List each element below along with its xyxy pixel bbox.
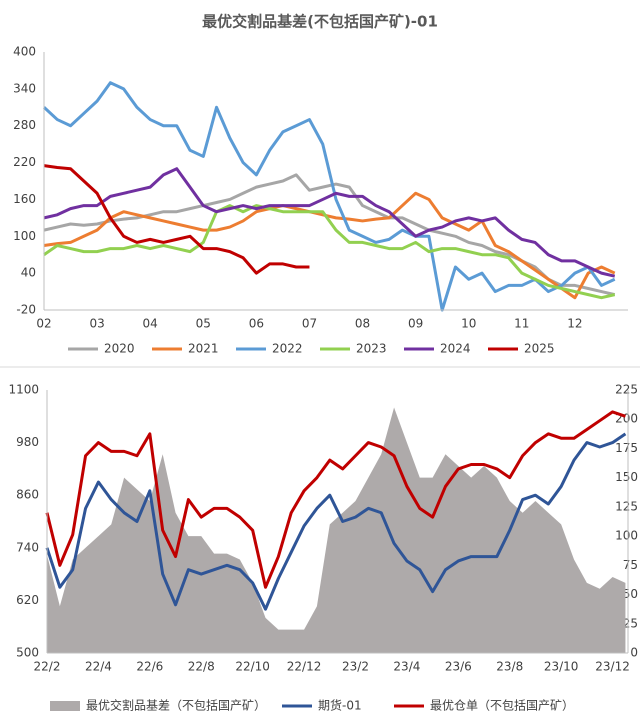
legend-label: 期货-01 bbox=[318, 698, 362, 713]
x-tick-label: 22/10 bbox=[235, 660, 270, 674]
x-tick-label: 22/4 bbox=[85, 660, 112, 674]
y2-tick-label: 50 bbox=[623, 587, 638, 601]
legend-label: 2025 bbox=[524, 342, 555, 356]
x-tick-label: 07 bbox=[302, 317, 317, 331]
legend-label: 2020 bbox=[104, 342, 135, 356]
y2-tick-label: 100 bbox=[615, 529, 638, 543]
line bbox=[43, 167, 616, 278]
y2-tick-label: 150 bbox=[615, 470, 638, 484]
x-tick-label: 02 bbox=[36, 317, 51, 331]
x-tick-label: 22/8 bbox=[188, 660, 215, 674]
x-tick-label: 23/12 bbox=[595, 660, 630, 674]
y2-tick-label: 0 bbox=[630, 646, 638, 660]
y-tick-label: 280 bbox=[13, 118, 36, 132]
legend-label: 最优交割品基差（不包括国产矿） bbox=[86, 698, 266, 713]
x-tick-label: 05 bbox=[196, 317, 211, 331]
y-tick-label: 620 bbox=[16, 593, 39, 607]
x-tick-label: 10 bbox=[461, 317, 476, 331]
x-tick-label: 08 bbox=[355, 317, 370, 331]
line bbox=[43, 204, 616, 300]
y2-tick-label: 75 bbox=[623, 558, 638, 572]
legend-label: 2021 bbox=[188, 342, 219, 356]
y2-tick-label: 225 bbox=[615, 383, 638, 397]
x-tick-label: 23/8 bbox=[496, 660, 523, 674]
x-tick-label: 22/6 bbox=[136, 660, 163, 674]
x-tick-label: 23/4 bbox=[393, 660, 420, 674]
x-tick-label: 22/12 bbox=[287, 660, 322, 674]
y2-tick-label: 25 bbox=[623, 616, 638, 630]
y-tick-label: 980 bbox=[16, 435, 39, 449]
legend-label: 2023 bbox=[356, 342, 387, 356]
x-tick-label: 12 bbox=[567, 317, 582, 331]
legend-label: 最优仓单（不包括国产矿） bbox=[430, 698, 574, 713]
y-tick-label: 740 bbox=[16, 540, 39, 554]
x-tick-label: 03 bbox=[89, 317, 104, 331]
chart-title: 最优交割品基差(不包括国产矿)-01 bbox=[202, 13, 438, 31]
x-tick-label: 23/2 bbox=[342, 660, 369, 674]
legend-label: 2024 bbox=[440, 342, 471, 356]
x-tick-label: 06 bbox=[249, 317, 264, 331]
y-tick-label: 100 bbox=[13, 229, 36, 243]
y-tick-label: 40 bbox=[21, 266, 36, 280]
x-tick-label: 22/2 bbox=[34, 660, 61, 674]
legend-label: 2022 bbox=[272, 342, 303, 356]
line bbox=[45, 410, 626, 589]
y-tick-label: 220 bbox=[13, 155, 36, 169]
x-tick-label: 23/6 bbox=[445, 660, 472, 674]
y-tick-label: 1100 bbox=[8, 383, 39, 397]
line bbox=[45, 432, 627, 611]
y2-tick-label: 125 bbox=[615, 499, 638, 513]
line bbox=[42, 81, 616, 312]
y-tick-label: 860 bbox=[16, 488, 39, 502]
y-tick-label: 400 bbox=[13, 45, 36, 59]
y-tick-label: -20 bbox=[16, 303, 36, 317]
area bbox=[47, 407, 626, 653]
x-tick-label: 23/10 bbox=[544, 660, 579, 674]
y-tick-label: 500 bbox=[16, 646, 39, 660]
y2-tick-label: 175 bbox=[615, 441, 638, 455]
y-tick-label: 160 bbox=[13, 192, 36, 206]
x-tick-label: 11 bbox=[514, 317, 529, 331]
line bbox=[43, 191, 616, 300]
line bbox=[43, 164, 310, 275]
legend-swatch bbox=[50, 701, 80, 711]
x-tick-label: 04 bbox=[143, 317, 158, 331]
y-tick-label: 340 bbox=[13, 81, 36, 95]
x-tick-label: 09 bbox=[408, 317, 423, 331]
